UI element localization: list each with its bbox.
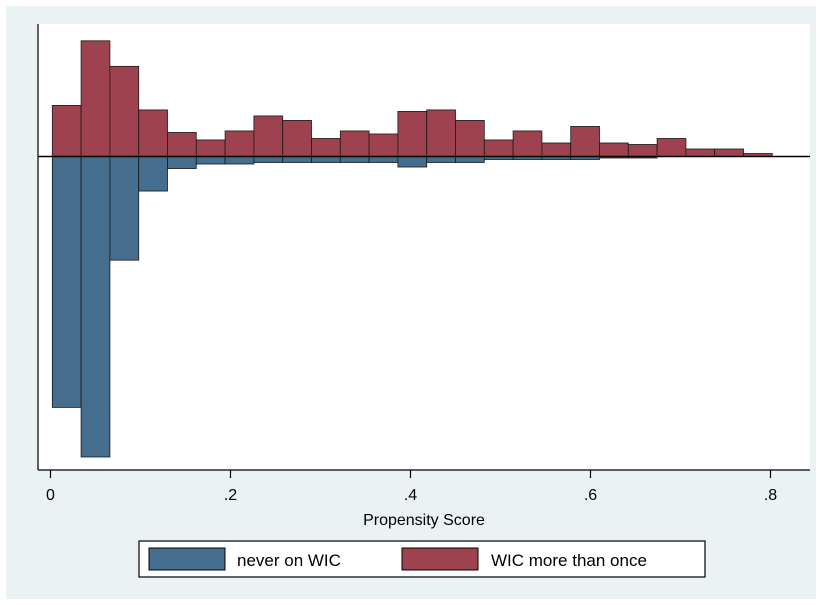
- wic-more-than-once-bar-13: [426, 109, 456, 157]
- legend-swatch-never-on-wic: [148, 547, 226, 571]
- legend-label-never-on-wic: never on WIC: [237, 551, 341, 570]
- never-on-wic-bar-14: [455, 156, 485, 163]
- wic-more-than-once-bar-22: [685, 148, 716, 157]
- wic-more-than-once-bar-11: [368, 133, 399, 157]
- wic-more-than-once-bar-8: [282, 120, 312, 157]
- never-on-wic-bar-10: [339, 156, 370, 163]
- wic-more-than-once-bar-5: [195, 139, 226, 157]
- never-on-wic-bar-5: [195, 156, 226, 165]
- never-on-wic-bar-2: [109, 156, 140, 261]
- wic-more-than-once-bar-4: [167, 132, 197, 157]
- never-on-wic-bar-12: [397, 156, 428, 168]
- legend-swatch-wic-more-than-once: [401, 547, 479, 571]
- wic-more-than-once-bar-12: [397, 111, 428, 157]
- never-on-wic-bar-7: [253, 156, 284, 163]
- never-on-wic-bar-6: [224, 156, 255, 165]
- x-tick-label-4: .8: [764, 487, 777, 504]
- never-on-wic-bar-1: [80, 156, 111, 458]
- wic-more-than-once-bar-19: [599, 142, 629, 157]
- legend: never on WIC WIC more than once: [138, 540, 706, 578]
- wic-more-than-once-bar-17: [541, 142, 572, 157]
- never-on-wic-bars: [51, 156, 658, 458]
- x-tick-label-3: .6: [584, 487, 597, 504]
- wic-more-than-once-bar-7: [253, 115, 284, 157]
- x-axis-ticks: 0 .2 .4 .6 .8: [46, 470, 777, 504]
- wic-more-than-once-bar-21: [656, 138, 687, 157]
- never-on-wic-bar-3: [138, 156, 168, 192]
- wic-more-than-once-bar-23: [714, 148, 744, 157]
- wic-more-than-once-bar-14: [455, 120, 485, 157]
- never-on-wic-bar-4: [167, 156, 197, 169]
- wic-more-than-once-bar-2: [109, 65, 140, 157]
- x-axis-label: Propensity Score: [363, 512, 485, 529]
- x-tick-label-2: .4: [404, 487, 417, 504]
- plot-area: [38, 24, 810, 470]
- legend-label-wic-more-than-once: WIC more than once: [491, 551, 647, 570]
- never-on-wic-bar-8: [282, 156, 312, 163]
- wic-more-than-once-bar-9: [311, 138, 341, 157]
- never-on-wic-bar-11: [368, 156, 399, 163]
- x-tick-label-0: 0: [46, 487, 55, 504]
- wic-more-than-once-bar-18: [570, 126, 600, 157]
- wic-more-than-once-bar-10: [339, 130, 370, 157]
- wic-more-than-once-bar-6: [224, 130, 255, 157]
- x-tick-label-1: .2: [224, 487, 237, 504]
- wic-more-than-once-bar-15: [483, 139, 514, 157]
- never-on-wic-bar-0: [51, 156, 82, 408]
- wic-more-than-once-bars: [51, 40, 773, 157]
- never-on-wic-bar-13: [426, 156, 456, 163]
- wic-more-than-once-bar-20: [627, 144, 658, 157]
- never-on-wic-bar-9: [311, 156, 341, 163]
- wic-more-than-once-bar-0: [51, 105, 82, 157]
- wic-more-than-once-bar-3: [138, 109, 168, 157]
- wic-more-than-once-bar-16: [512, 130, 543, 157]
- wic-more-than-once-bar-1: [80, 40, 111, 157]
